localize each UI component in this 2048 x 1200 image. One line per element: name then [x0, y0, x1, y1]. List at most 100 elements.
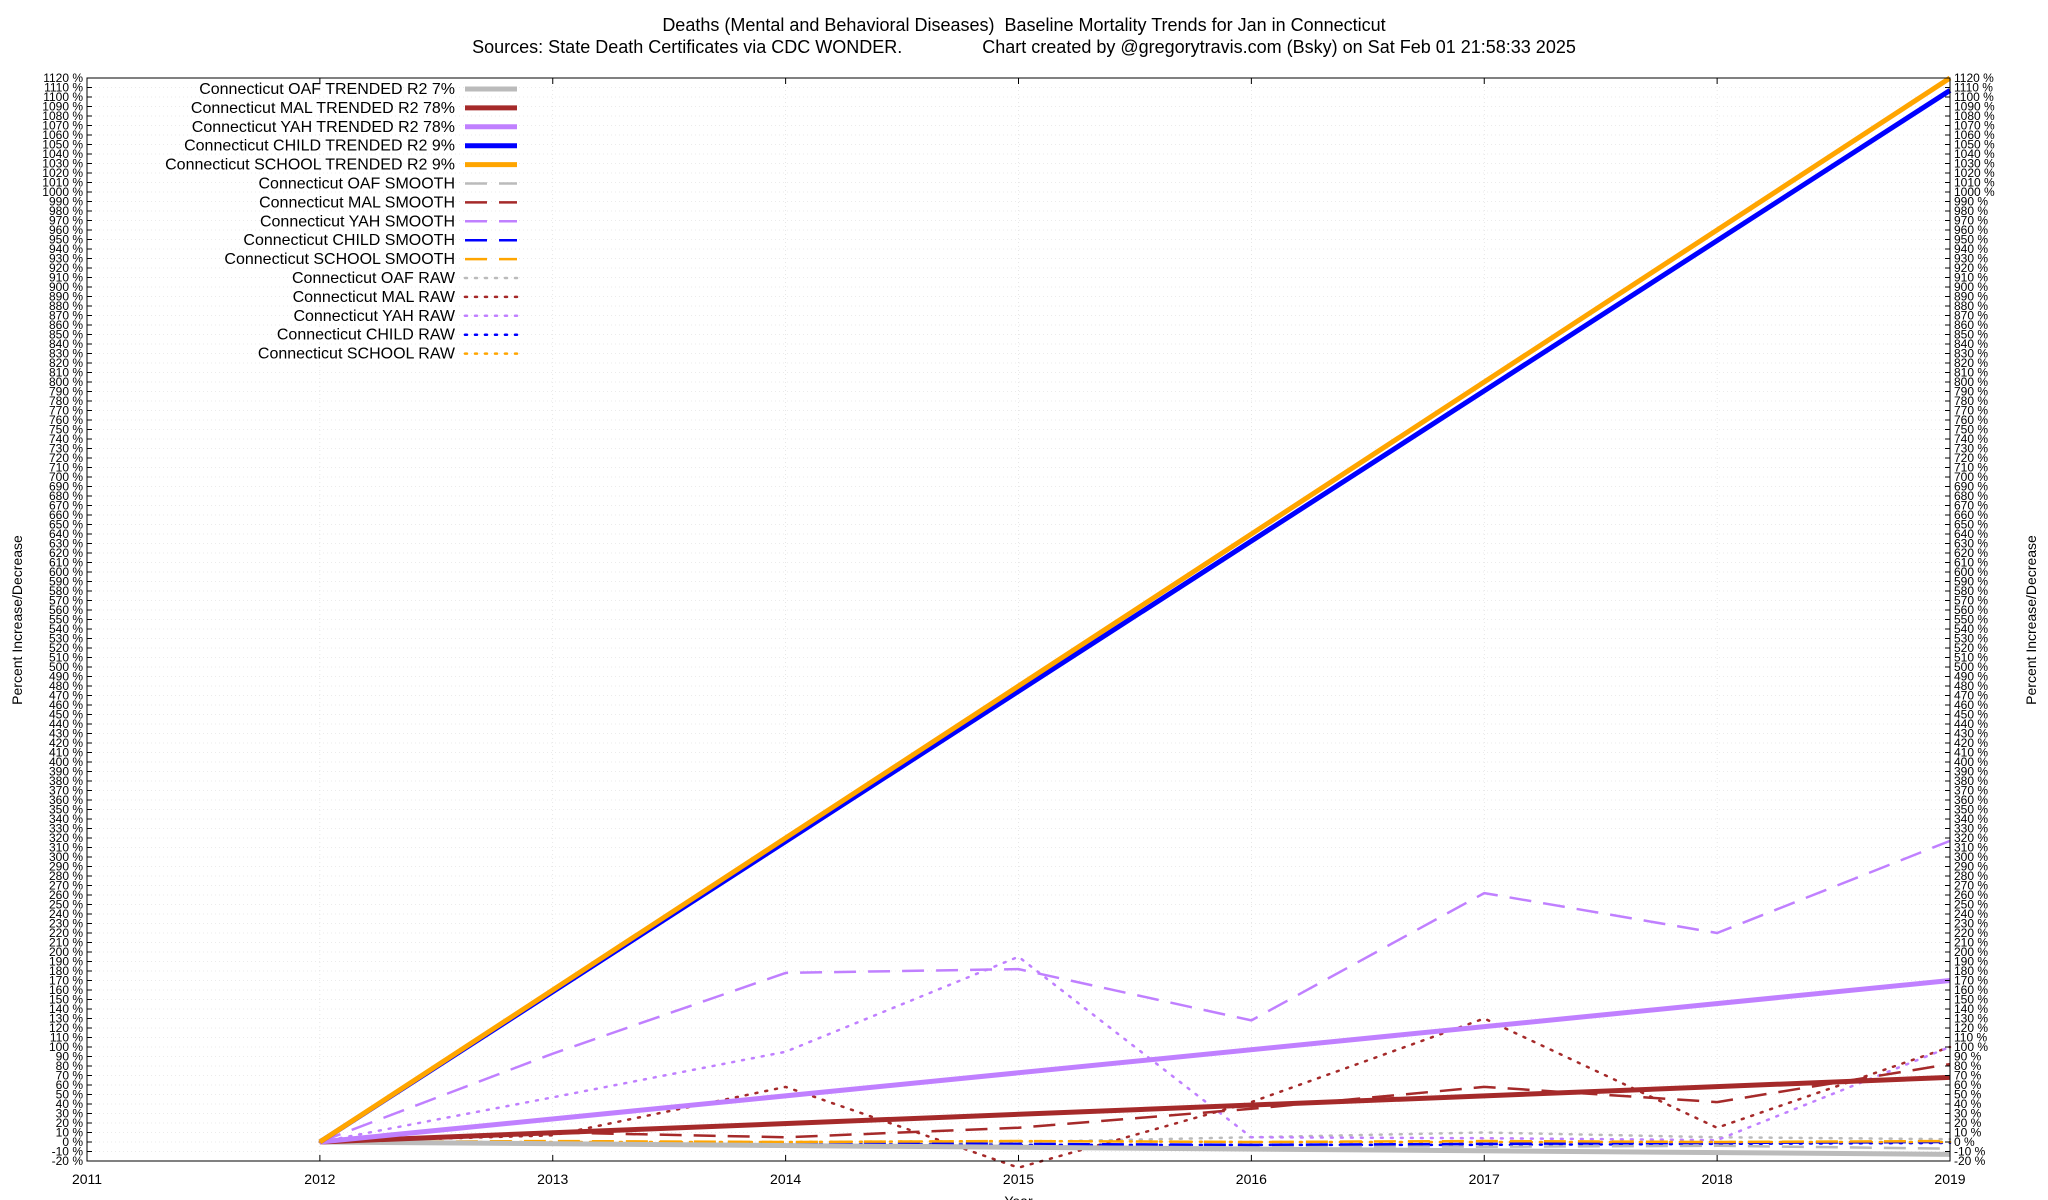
y-tick-label: 220 %	[49, 926, 83, 940]
y2-tick-label: 20 %	[1954, 1116, 1982, 1130]
y-tick-label: 620 %	[49, 546, 83, 560]
y2-tick-label: 1110 %	[1954, 81, 1993, 95]
y2-tick-label: 520 %	[1954, 641, 1988, 655]
y-tick-label: 1020 %	[42, 166, 83, 180]
legend-entry-label: Connecticut OAF SMOOTH	[259, 176, 456, 193]
y2-tick-label: 1040 %	[1954, 147, 1995, 161]
x-tick-label: 2012	[304, 1171, 335, 1187]
series-line-0	[319, 1139, 1951, 1157]
y2-tick-label: 650 %	[1954, 518, 1988, 532]
y-tick-label: 160 %	[49, 983, 83, 997]
y2-tick-label: 640 %	[1954, 527, 1988, 541]
y-tick-label: 1090 %	[42, 100, 83, 114]
y2-tick-label: 10 %	[1954, 1126, 1982, 1140]
y2-tick-label: 580 %	[1954, 584, 1988, 598]
y2-tick-label: 990 %	[1954, 195, 1988, 209]
x-tick-label: 2017	[1469, 1171, 1500, 1187]
y2-tick-label: 150 %	[1954, 993, 1988, 1007]
legend-entry-label: Connecticut OAF TRENDED R2 7%	[199, 81, 455, 98]
y-tick-label: 810 %	[49, 366, 83, 380]
y-tick-label: 370 %	[49, 784, 83, 798]
legend-entry-label: Connecticut SCHOOL SMOOTH	[224, 251, 455, 268]
y2-tick-label: 910 %	[1954, 271, 1988, 285]
y-tick-label: 890 %	[49, 290, 83, 304]
y2-tick-label: 680 %	[1954, 489, 1988, 503]
y2-tick-label: 210 %	[1954, 936, 1988, 950]
y-tick-label: 310 %	[49, 841, 83, 855]
y-tick-label: 0 %	[62, 1135, 83, 1149]
y2-tick-label: 980 %	[1954, 204, 1988, 218]
y-tick-label: 950 %	[49, 233, 83, 247]
y-tick-label: -20 %	[52, 1154, 84, 1168]
x-tick-label: 2019	[1934, 1171, 1965, 1187]
y-tick-label: 100 %	[49, 1040, 83, 1054]
legend-entry-label: Connecticut SCHOOL RAW	[258, 346, 456, 363]
y-tick-label: 230 %	[49, 917, 83, 931]
y-tick-label: 80 %	[56, 1059, 84, 1073]
y-tick-label: 960 %	[49, 223, 83, 237]
y-tick-label: 940 %	[49, 242, 83, 256]
y2-tick-label: 250 %	[1954, 898, 1988, 912]
y2-tick-label: 90 %	[1954, 1050, 1982, 1064]
y-tick-label: 610 %	[49, 556, 83, 570]
legend-entry-label: Connecticut SCHOOL TRENDED R2 9%	[165, 157, 455, 174]
y-tick-label: 680 %	[49, 489, 83, 503]
y-tick-label: 840 %	[49, 337, 83, 351]
y-axis-label-left: Percent Increase/Decrease	[8, 534, 25, 705]
y2-tick-label: 820 %	[1954, 356, 1988, 370]
y2-tick-label: 110 %	[1954, 1031, 1987, 1045]
y-tick-label: 1080 %	[42, 109, 83, 123]
y-tick-label: 110 %	[50, 1031, 83, 1045]
y2-tick-label: 470 %	[1954, 689, 1988, 703]
y2-tick-label: 560 %	[1954, 603, 1988, 617]
y-tick-label: 790 %	[49, 385, 83, 399]
legend-entry-label: Connecticut OAF RAW	[292, 270, 456, 287]
y2-tick-label: 1060 %	[1954, 128, 1995, 142]
y2-tick-label: 410 %	[1954, 746, 1988, 760]
x-tick-label: 2011	[72, 1171, 102, 1187]
y-tick-label: 510 %	[49, 651, 83, 665]
y-tick-label: 320 %	[49, 831, 83, 845]
y2-tick-label: 1000 %	[1954, 185, 1995, 199]
legend-entry-label: Connecticut YAH TRENDED R2 78%	[192, 119, 455, 136]
y-tick-label: 170 %	[49, 974, 83, 988]
y2-tick-label: 130 %	[1954, 1012, 1988, 1026]
y-tick-label: 500 %	[49, 660, 83, 674]
y2-tick-label: 870 %	[1954, 309, 1988, 323]
y-tick-label: 930 %	[49, 252, 83, 266]
y-tick-label: 1100 %	[43, 90, 83, 104]
y-tick-label: 850 %	[49, 328, 83, 342]
y2-tick-label: 1020 %	[1954, 166, 1995, 180]
y2-tick-label: 330 %	[1954, 822, 1988, 836]
y2-tick-label: 60 %	[1954, 1078, 1982, 1092]
y-tick-label: 1000 %	[42, 185, 83, 199]
y-tick-label: 770 %	[49, 404, 83, 418]
y2-tick-label: 970 %	[1954, 214, 1988, 228]
y-tick-label: 870 %	[49, 309, 83, 323]
y-tick-label: 130 %	[49, 1012, 83, 1026]
y2-tick-label: 280 %	[1954, 869, 1988, 883]
series-layer	[318, 75, 1952, 1169]
y-tick-label: 1040 %	[42, 147, 83, 161]
y-tick-label: 670 %	[49, 499, 83, 513]
y-tick-label: 550 %	[49, 613, 83, 627]
y-tick-label: 200 %	[49, 945, 83, 959]
y-tick-label: 50 %	[56, 1088, 84, 1102]
y2-tick-label: 380 %	[1954, 774, 1988, 788]
y-tick-label: 380 %	[49, 774, 83, 788]
y-tick-label: 290 %	[49, 860, 83, 874]
y2-tick-label: 540 %	[1954, 622, 1988, 636]
y-axis-label-right: Percent Increase/Decrease	[2022, 534, 2039, 705]
y-tick-label: 750 %	[49, 423, 83, 437]
y-tick-label: 600 %	[49, 565, 83, 579]
y-tick-label: 800 %	[49, 375, 83, 389]
y-tick-label: 350 %	[49, 803, 83, 817]
y2-tick-label: 550 %	[1954, 613, 1988, 627]
y-tick-label: 570 %	[49, 594, 83, 608]
y-tick-label: 640 %	[49, 527, 83, 541]
y2-tick-label: 840 %	[1954, 337, 1988, 351]
y2-tick-label: 0 %	[1954, 1135, 1975, 1149]
y2-tick-label: 310 %	[1954, 841, 1988, 855]
chart-subtitle: Sources: State Death Certificates via CD…	[472, 37, 1576, 57]
y2-tick-label: 70 %	[1954, 1069, 1982, 1083]
